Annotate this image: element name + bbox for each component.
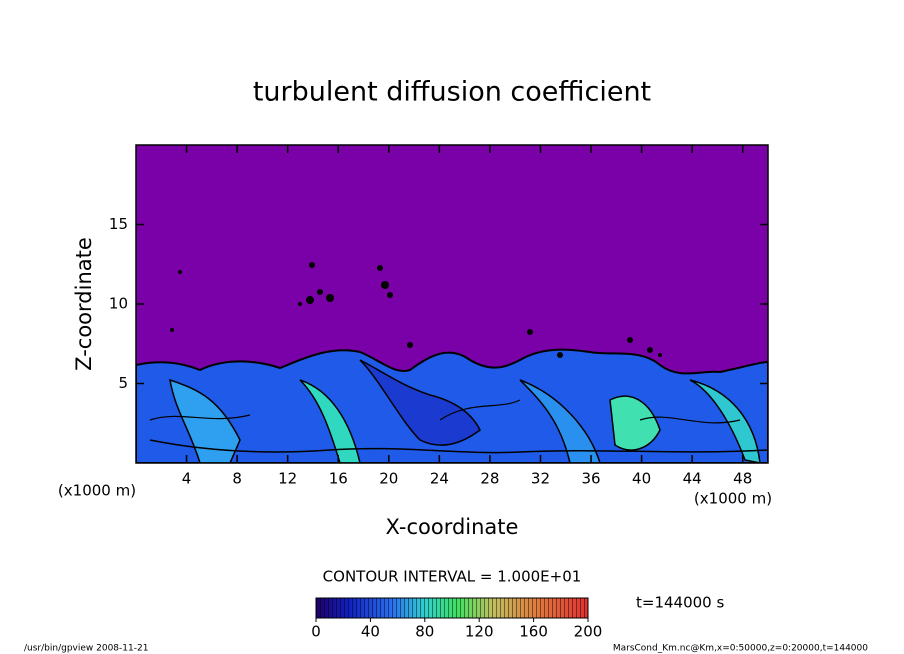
x-tick-label: 28 [480, 470, 499, 488]
colorbar-tick-label: 0 [311, 623, 321, 641]
x-tick-label: 4 [182, 470, 192, 488]
colorbar-tick-label: 120 [465, 623, 494, 641]
footer-left: /usr/bin/gpview 2008-11-21 [24, 644, 148, 654]
x-unit: (x1000 m) [58, 482, 136, 500]
x-tick-label: 24 [430, 470, 449, 488]
colorbar-frame [315, 597, 589, 619]
colorbar-tick-label: 80 [415, 623, 434, 641]
x-tick-label: 12 [278, 470, 297, 488]
x-tick-label: 16 [329, 470, 348, 488]
x-tick-label: 32 [531, 470, 550, 488]
x-tick-label: 36 [581, 470, 600, 488]
y-axis-label: Z-coordinate [72, 237, 96, 371]
x-axis-label: X-coordinate [386, 515, 519, 539]
chart-title: turbulent diffusion coefficient [253, 77, 651, 108]
x-tick-label: 48 [733, 470, 752, 488]
footer-right: MarsCond_Km.nc@Km,x=0:50000,z=0:20000,t=… [613, 644, 868, 654]
x-tick-label: 20 [379, 470, 398, 488]
colorbar-tick-label: 200 [574, 623, 603, 641]
x-tick-label: 40 [632, 470, 651, 488]
y-tick-label: 10 [109, 295, 128, 313]
contour-interval: CONTOUR INTERVAL = 1.000E+01 [323, 568, 582, 586]
x-tick-label: 8 [232, 470, 242, 488]
y-tick-label: 5 [118, 374, 128, 392]
x-unit: (x1000 m) [694, 490, 772, 508]
x-tick-label: 44 [683, 470, 702, 488]
time-label: t=144000 s [636, 594, 724, 612]
colorbar-tick-label: 40 [361, 623, 380, 641]
colorbar-tick-label: 160 [519, 623, 548, 641]
contour-field [136, 145, 768, 463]
y-tick-label: 15 [109, 215, 128, 233]
